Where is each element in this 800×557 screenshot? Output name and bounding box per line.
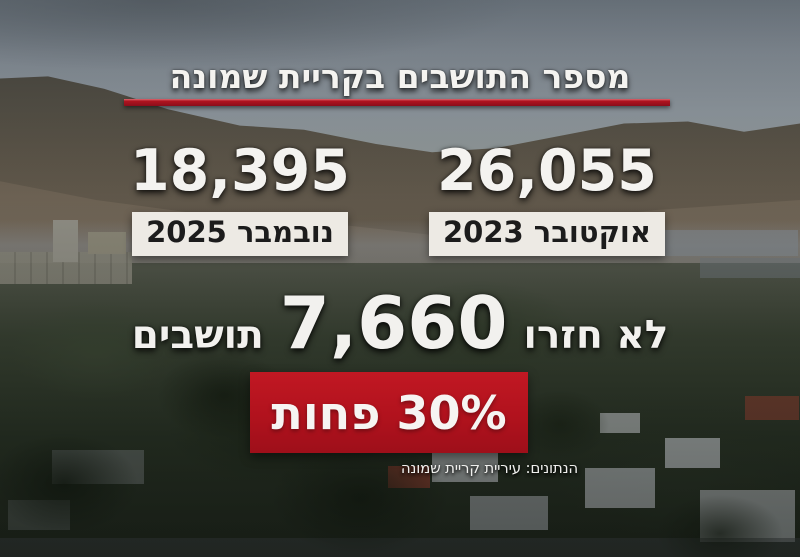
population-value-2025: 18,395 [130,138,350,204]
data-source-credit: הנתונים: עיריית קריית שמונה [400,459,578,477]
building-block [88,232,126,254]
delta-value: 7,660 [279,281,508,365]
population-column-2025: 18,395 נובמבר 2025 [105,138,375,257]
building-block [53,220,78,262]
residents-not-returned-line: לא חזרו 7,660 תושבים [0,287,800,359]
percent-less-badge: 30% פחות [250,372,528,453]
chart-title: מספר התושבים בקריית שמונה [169,57,631,96]
population-value-2023: 26,055 [437,138,657,204]
date-label-2023: אוקטובר 2023 [428,212,666,257]
population-column-2023: 26,055 אוקטובר 2023 [412,138,682,257]
delta-suffix-text: תושבים [131,313,264,358]
delta-prefix-text: לא חזרו [523,313,669,358]
building-block [648,230,798,256]
date-label-2025: נובמבר 2025 [132,212,348,257]
title-underline [124,99,670,106]
background-haze [0,0,520,70]
